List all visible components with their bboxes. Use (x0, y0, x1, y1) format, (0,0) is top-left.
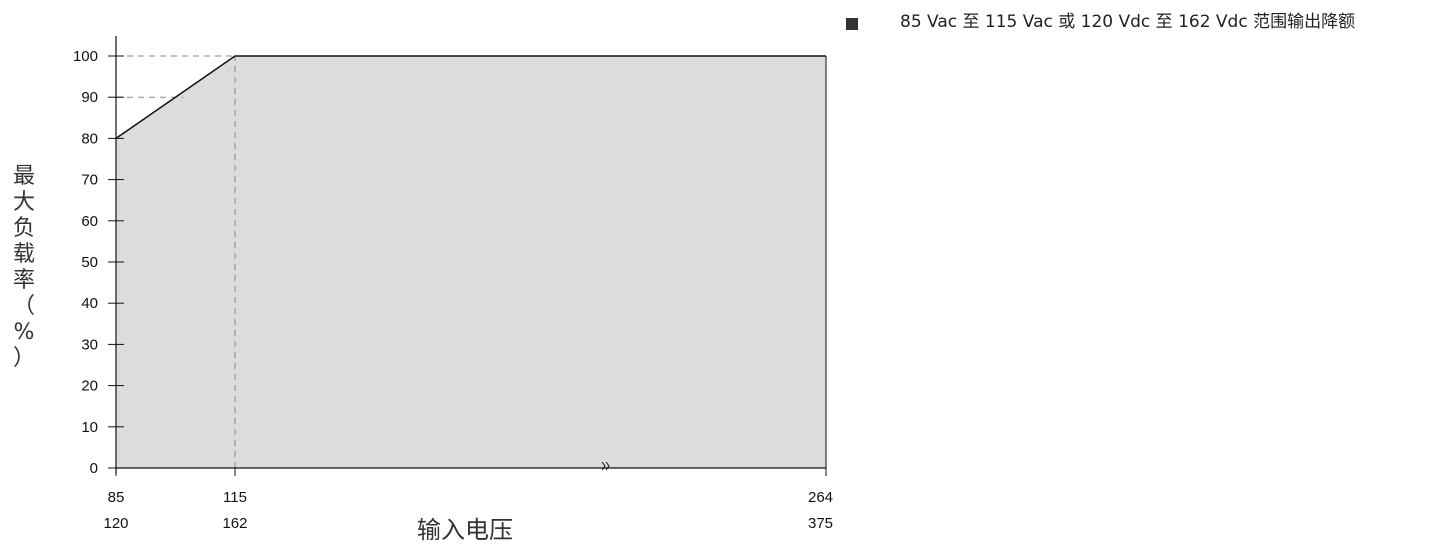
y-tick-label-20: 20 (81, 378, 98, 395)
y-axis-label-char-2: 负 (13, 216, 35, 241)
x-axis-label: 输入电压 (417, 516, 513, 544)
plot-area (115, 36, 827, 474)
y-axis-label-char-1: 大 (13, 190, 35, 215)
y-axis-ticks: 0 10 20 30 40 50 60 70 80 90 100 (73, 48, 124, 477)
note-text: 85 Vac 至 115 Vac 或 120 Vdc 至 162 Vdc 范围输… (900, 12, 1356, 32)
max-load-line (115, 55, 826, 140)
y-tick-label-60: 60 (81, 213, 98, 230)
y-tick-label-30: 30 (81, 336, 98, 353)
y-tick-label-10: 10 (81, 419, 98, 436)
y-axis-label-char-5: （ (13, 294, 35, 319)
y-tick-label-50: 50 (81, 254, 98, 271)
y-tick-label-40: 40 (81, 295, 98, 312)
x-tick-label-0-1: 115 (223, 489, 247, 506)
x-tick-label-0-0: 85 (108, 489, 125, 506)
y-axis-label-char-7: ） (13, 346, 35, 371)
y-axis-label-char-3: 载 (13, 242, 35, 267)
y-axis-label-char-0: 最 (13, 164, 35, 189)
y-tick-label-80: 80 (81, 130, 98, 147)
x-tick-label-1-0: 120 (103, 515, 128, 532)
axis-break-mark-left (601, 461, 606, 471)
x-tick-label-0-2: 264 (808, 489, 833, 506)
y-tick-label-0: 0 (90, 460, 98, 477)
y-axis-label-char-6: % (14, 320, 35, 345)
y-tick-label-90: 90 (81, 89, 98, 106)
y-axis-label-char-4: 率 (13, 268, 35, 293)
x-tick-label-1-1: 162 (222, 515, 247, 532)
bullet-icon (846, 18, 858, 30)
x-tick-label-1-2: 375 (808, 515, 833, 532)
y-tick-label-100: 100 (73, 48, 98, 65)
load-area (116, 56, 826, 468)
y-tick-label-70: 70 (81, 172, 98, 189)
axis-break-mark-right (605, 461, 610, 471)
